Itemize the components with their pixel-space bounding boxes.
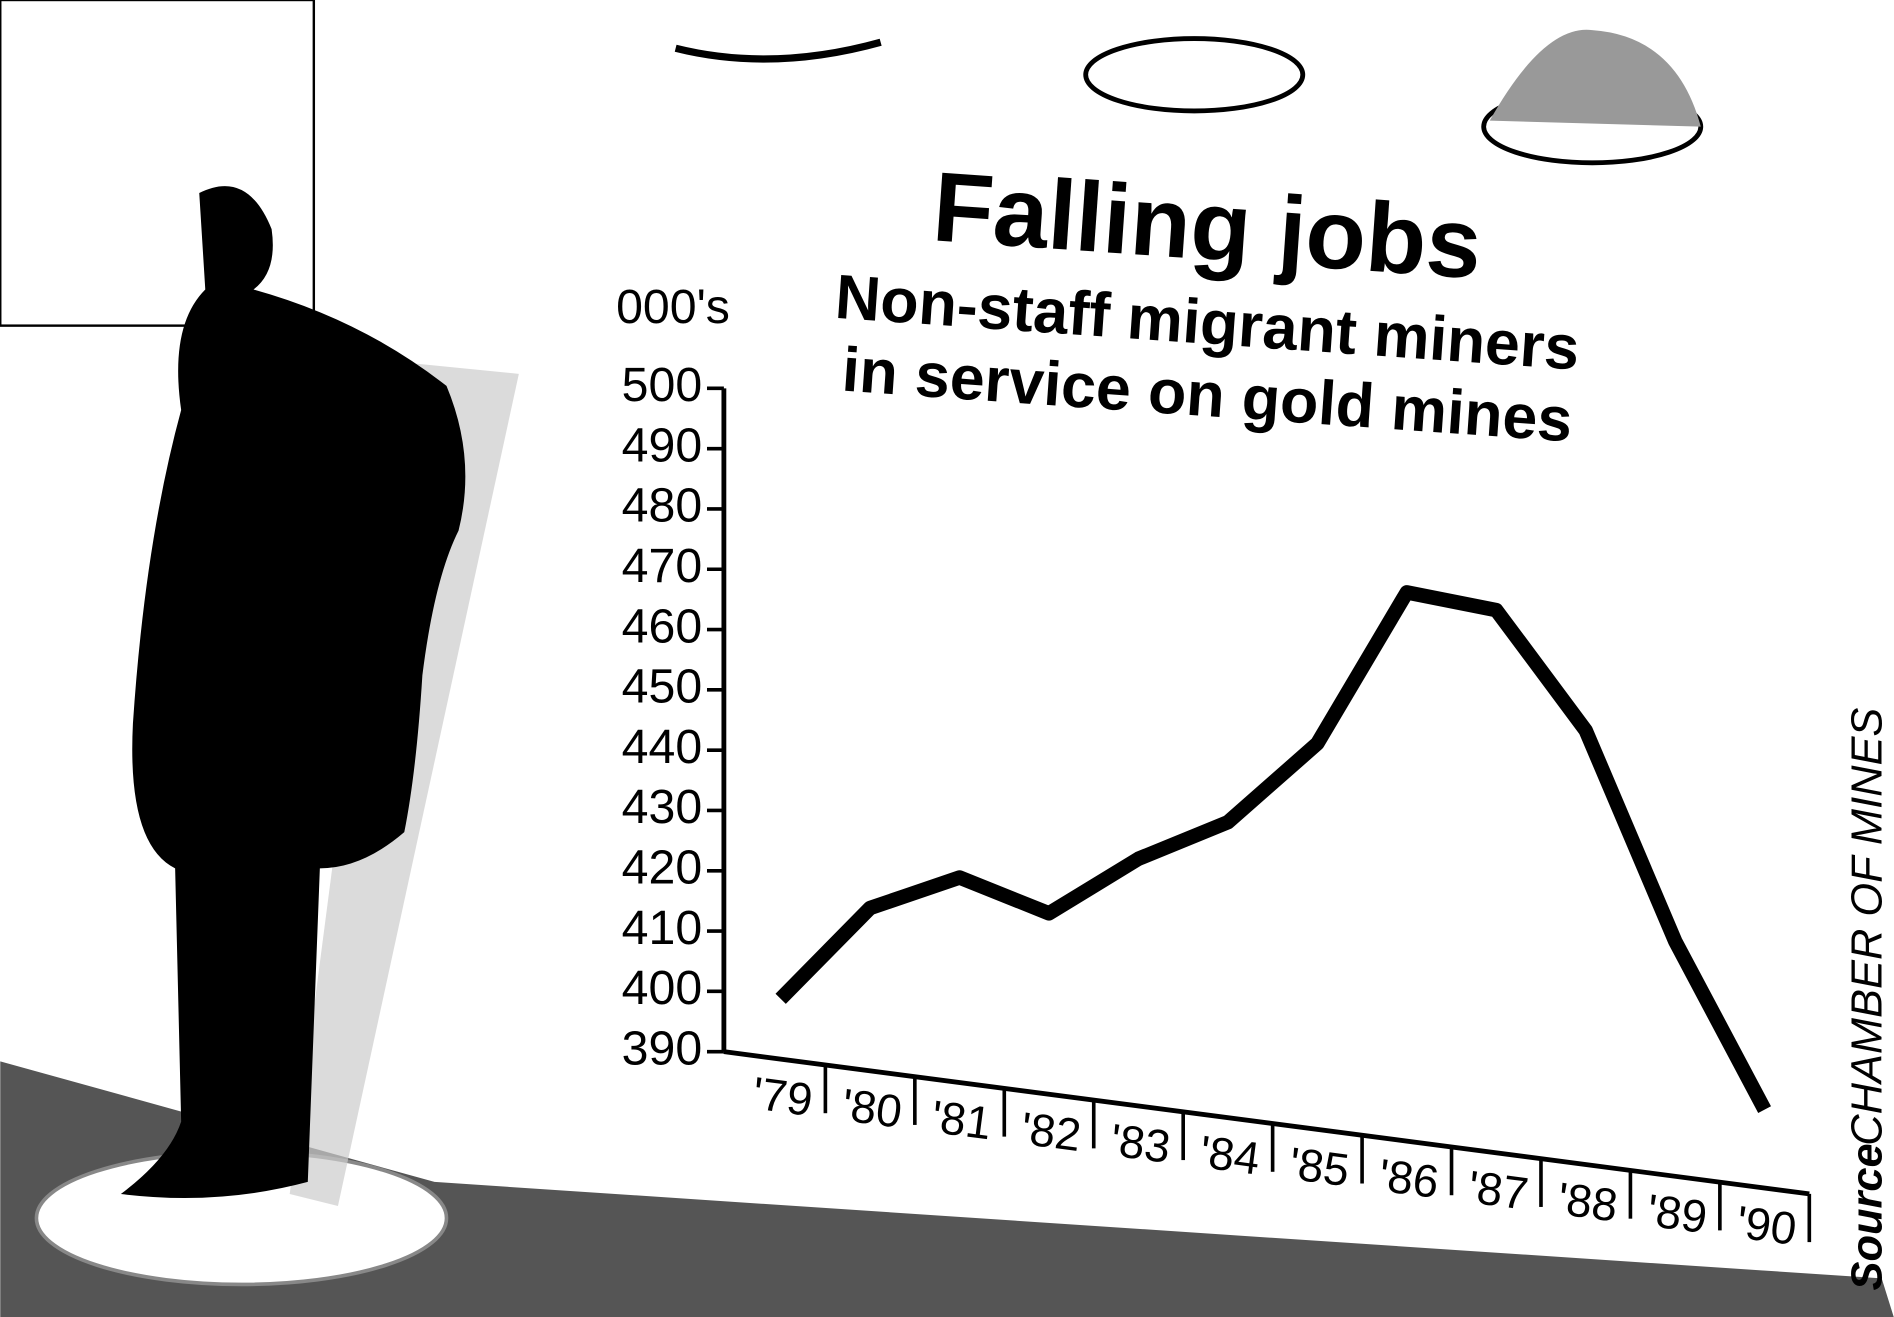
x-tick-label: '90 xyxy=(1734,1197,1800,1255)
y-tick-label: 500 xyxy=(622,358,702,412)
x-tick-label: '88 xyxy=(1555,1173,1621,1231)
x-tick-label: '85 xyxy=(1286,1138,1352,1196)
x-tick-label: '83 xyxy=(1108,1115,1174,1173)
lamp xyxy=(676,42,881,59)
figure xyxy=(121,186,465,1198)
x-tick-label: '79 xyxy=(750,1068,816,1126)
x-tick-label: '82 xyxy=(1018,1103,1084,1161)
x-tick-label: '80 xyxy=(839,1079,905,1137)
lamp xyxy=(1086,39,1303,111)
y-tick-label: 450 xyxy=(622,660,702,714)
y-tick-label: 470 xyxy=(622,539,702,593)
x-tick-label: '86 xyxy=(1376,1150,1442,1208)
y-tick-label: 460 xyxy=(622,599,702,653)
chart: Falling jobs Non-staff migrant miners in… xyxy=(0,0,1894,1317)
y-tick-label: 440 xyxy=(622,720,702,774)
backdrop xyxy=(0,0,314,326)
source: CHAMBER OF MINES xyxy=(1844,708,1892,1146)
y-tick-label: 420 xyxy=(622,841,702,895)
y-tick-label: 430 xyxy=(622,780,702,834)
y-tick-label: 410 xyxy=(622,901,702,955)
x-tick-label: '84 xyxy=(1197,1126,1263,1184)
source-label: Source xyxy=(1844,1143,1892,1290)
line xyxy=(781,592,1765,1109)
y-tick-label: 490 xyxy=(622,418,702,472)
y-axis-label: 000's xyxy=(616,280,730,334)
lamp-shade xyxy=(1490,30,1701,127)
page: Falling jobs Non-staff migrant miners in… xyxy=(0,0,1894,1317)
x-tick-label: '89 xyxy=(1644,1185,1710,1243)
x-tick-label: '87 xyxy=(1465,1161,1531,1219)
x-tick-label: '81 xyxy=(929,1091,995,1149)
y-tick-label: 480 xyxy=(622,479,702,533)
y-tick-label: 390 xyxy=(622,1021,702,1075)
y-tick-label: 400 xyxy=(622,961,702,1015)
